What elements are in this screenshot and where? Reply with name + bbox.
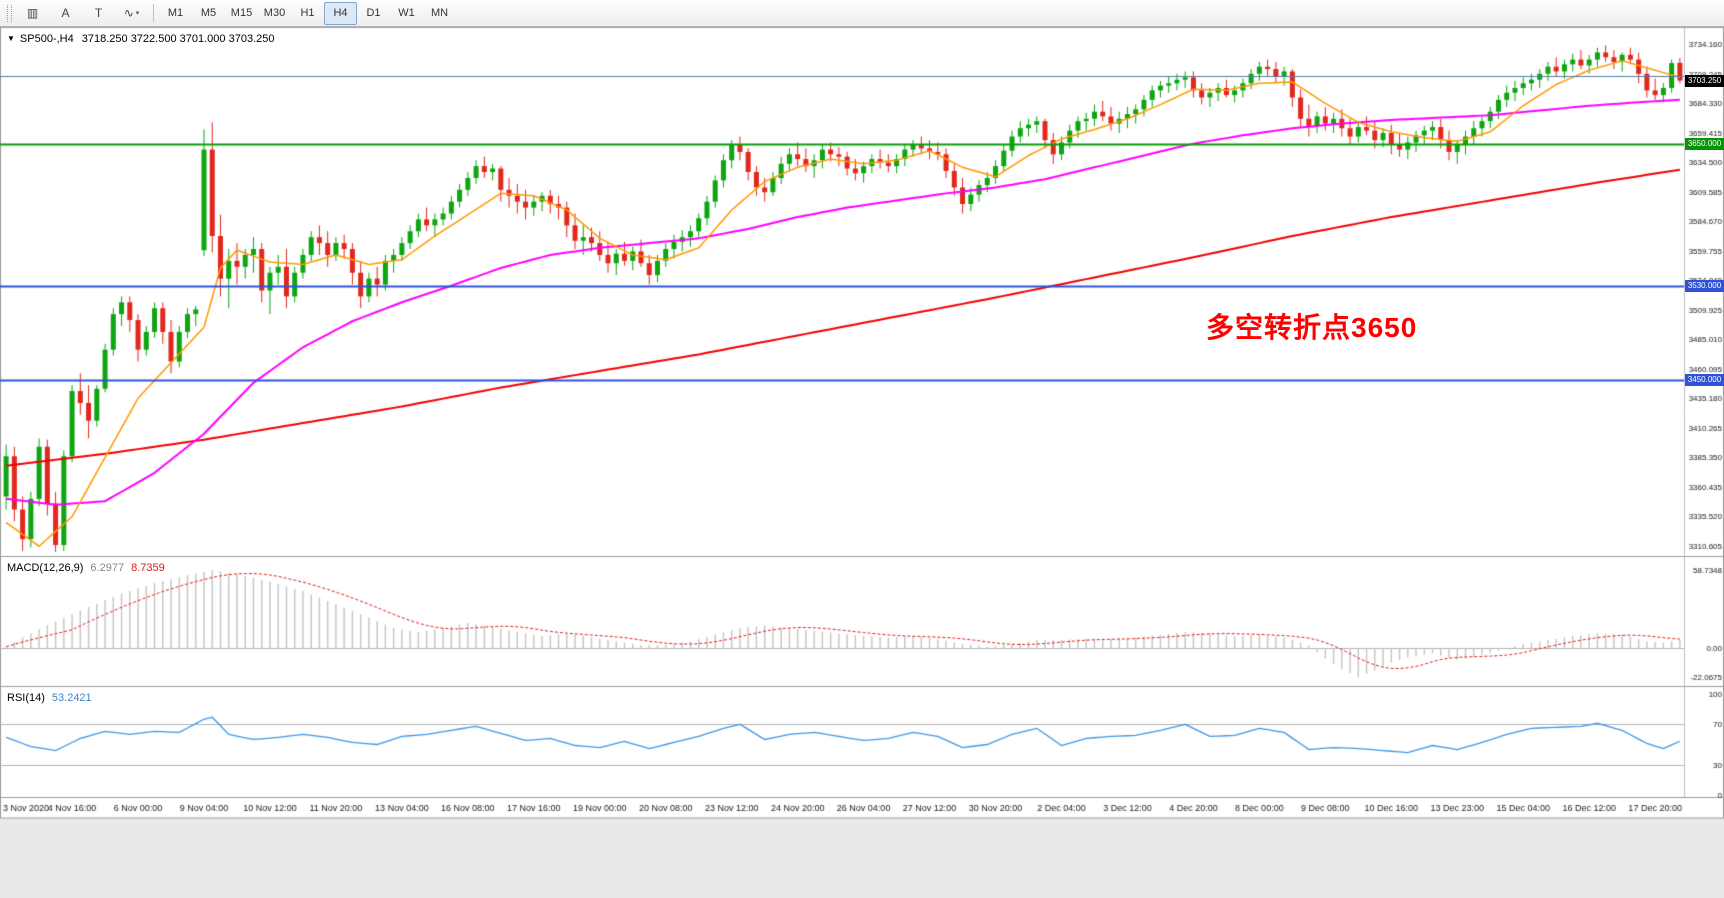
- quote-low: 3701.000: [179, 33, 226, 45]
- rsi-indicator-title: RSI(14) 53.2421: [7, 692, 92, 704]
- timeframe-h4-button[interactable]: H4: [324, 1, 357, 25]
- macd-label: MACD(12,26,9): [7, 562, 84, 574]
- chart-window-button[interactable]: ▥: [26, 6, 39, 20]
- quote-open: 3718.250: [81, 33, 128, 45]
- hline-3650-label: 3650.000: [1685, 138, 1724, 150]
- timeframe-m5-button[interactable]: M5: [200, 7, 217, 19]
- toolbar-icon-group: ▥ A T ∿ ▾: [16, 2, 148, 25]
- chart-expand-icon[interactable]: ▼: [7, 34, 15, 43]
- timeframe-mn-button[interactable]: MN: [430, 7, 449, 19]
- quote-high: 3722.500: [130, 33, 177, 45]
- text-label-button[interactable]: A: [61, 6, 70, 20]
- timeframe-m15-button[interactable]: M15: [230, 7, 253, 19]
- timeframe-w1-button[interactable]: W1: [398, 7, 415, 19]
- chart-quote-line: ▼ SP500-,H4 3718.250 3722.500 3701.000 370…: [7, 33, 274, 45]
- quote-close: 3703.250: [228, 33, 275, 45]
- toolbar: ▥ A T ∿ ▾ M1 M5 M15 M30 H1 H4 D1 W1 MN: [0, 0, 1724, 27]
- symbol-period-label: SP500-,H4: [19, 33, 74, 45]
- timeframe-d1-button[interactable]: D1: [366, 7, 381, 19]
- current-price-label: 3703.250: [1685, 75, 1724, 87]
- rsi-label: RSI(14): [7, 692, 45, 704]
- chevron-down-icon: ▾: [135, 10, 140, 17]
- template-button[interactable]: T: [94, 6, 103, 20]
- timeframe-m30-button[interactable]: M30: [263, 7, 286, 19]
- timeframe-m1-button[interactable]: M1: [167, 7, 184, 19]
- timeframe-h1-button[interactable]: H1: [300, 7, 315, 19]
- macd-signal-value: 8.7359: [131, 562, 165, 574]
- toolbar-separator: [153, 4, 154, 22]
- price-annotation-text: 多空转折点3650: [1206, 312, 1418, 343]
- rsi-value: 53.2421: [51, 692, 92, 704]
- toolbar-grip[interactable]: [7, 4, 12, 22]
- macd-indicator-title: MACD(12,26,9) 6.2977 8.7359: [7, 562, 165, 574]
- hline-3530-label: 3530.000: [1685, 280, 1724, 292]
- macd-main-value: 6.2977: [90, 562, 125, 574]
- indicators-button[interactable]: ∿ ▾: [123, 6, 140, 20]
- timeframe-toolbar: M1 M5 M15 M30 H1 H4 D1 W1 MN: [159, 1, 456, 25]
- hline-3450-label: 3450.000: [1685, 374, 1724, 386]
